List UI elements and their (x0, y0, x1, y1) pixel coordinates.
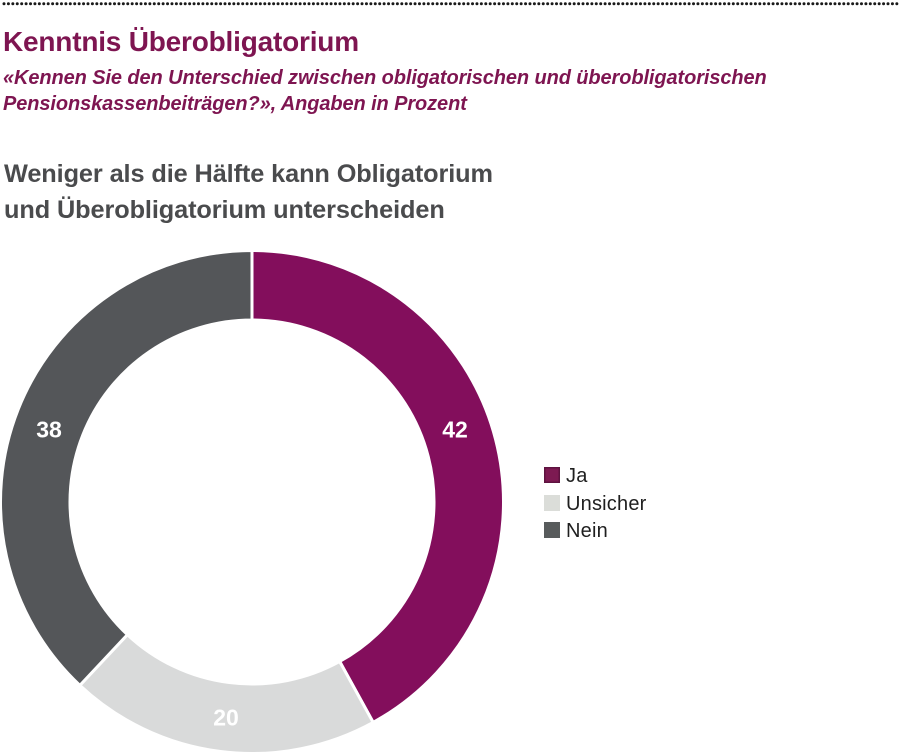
svg-text:42: 42 (442, 417, 468, 443)
svg-text:38: 38 (36, 417, 62, 443)
svg-text:20: 20 (213, 705, 239, 731)
